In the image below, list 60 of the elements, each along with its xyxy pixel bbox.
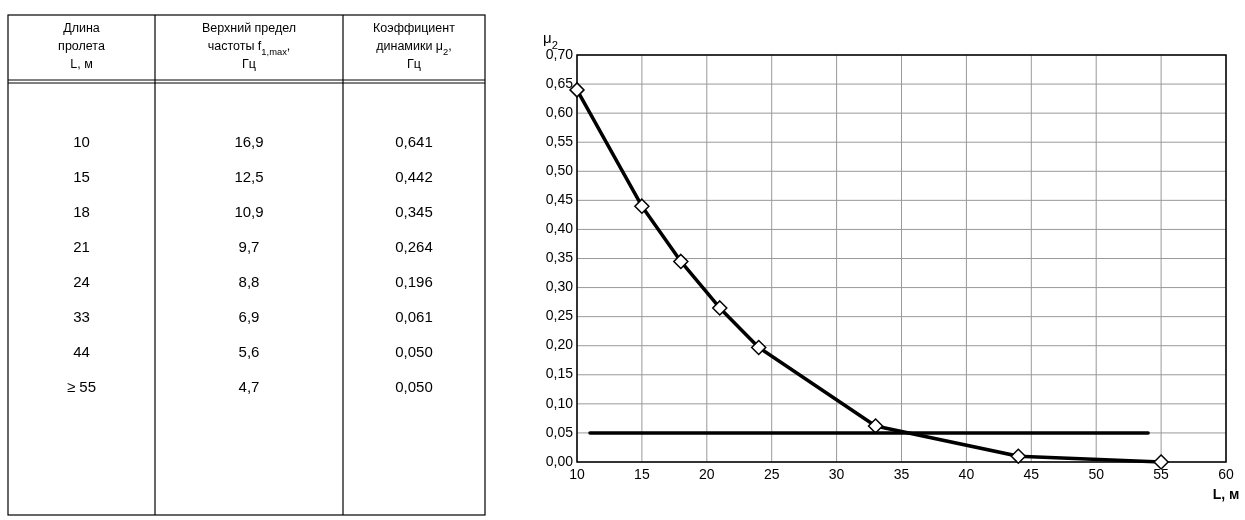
y-tick-label: 0,30 [545, 278, 574, 295]
text: 6,9 [238, 307, 260, 325]
y-tick-label: 0,25 [545, 307, 574, 324]
text: 4,7 [238, 377, 260, 395]
category-label: Длина пролета L, м [58, 21, 105, 71]
y-tick-label: 0,00 [545, 452, 574, 469]
y-tick-label: 0,10 [545, 394, 574, 411]
x-tick-label: 45 [1023, 466, 1040, 482]
x-tick-label: 15 [634, 466, 650, 482]
x-tick-label: 50 [1088, 466, 1105, 482]
text: 0,050 [395, 342, 433, 360]
text: 33 [73, 307, 90, 325]
y-tick-label: 0,20 [545, 336, 574, 353]
text: ≥ 55 [66, 377, 97, 395]
x-tick-label: 20 [699, 466, 715, 482]
point [1010, 448, 1027, 464]
text: 12,5 [234, 167, 264, 185]
point [673, 253, 689, 270]
text: 0,442 [395, 167, 433, 185]
point [1153, 454, 1169, 470]
category-label: Верхний предел частоты f$_{1,max}$, Гц [201, 21, 297, 71]
text: 0,641 [395, 132, 433, 150]
text: 0,345 [395, 202, 433, 220]
y-tick-label: 0,15 [545, 365, 574, 382]
y-tick-label: 0,05 [545, 423, 574, 440]
y-tick-label: 0,40 [545, 220, 574, 237]
text: 18 [73, 202, 90, 220]
y-tick-label: 0,60 [545, 103, 574, 120]
text: 5,6 [238, 342, 260, 360]
point [712, 300, 728, 316]
y-tick-label: 0,65 [545, 74, 574, 91]
text: 16,9 [234, 132, 264, 150]
text: 9,7 [238, 237, 260, 255]
x-axis-title: L, м [1212, 486, 1240, 502]
text: 8,8 [238, 272, 260, 290]
x-tick-label: 30 [828, 466, 845, 482]
y-tick-label: 0,50 [545, 161, 574, 178]
text: 0,061 [395, 307, 433, 325]
x-tick-label: 25 [763, 466, 780, 482]
point [750, 339, 767, 356]
x-tick-label: 55 [1153, 466, 1170, 482]
point [867, 418, 884, 434]
y-tick-label: 0,55 [545, 132, 574, 149]
x-tick-label: 60 [1218, 466, 1234, 482]
text: 24 [73, 272, 90, 290]
y-tick-label: 0,35 [545, 249, 574, 266]
category-label: Коэффициент динамики μ$_{2}$, Гц [373, 21, 455, 71]
text: 0,050 [395, 377, 433, 395]
x-tick-label: 40 [958, 466, 975, 482]
text: 44 [73, 342, 90, 360]
text: 15 [73, 167, 90, 185]
x-tick-label: 10 [569, 466, 585, 482]
text: 0,196 [395, 272, 433, 290]
x-tick-label: 35 [893, 466, 910, 482]
text: 10,9 [234, 202, 264, 220]
text: 21 [73, 237, 90, 255]
y-tick-label: 0,45 [545, 191, 574, 208]
text: 0,264 [395, 237, 433, 255]
point [634, 198, 650, 214]
text: 10 [73, 132, 90, 150]
